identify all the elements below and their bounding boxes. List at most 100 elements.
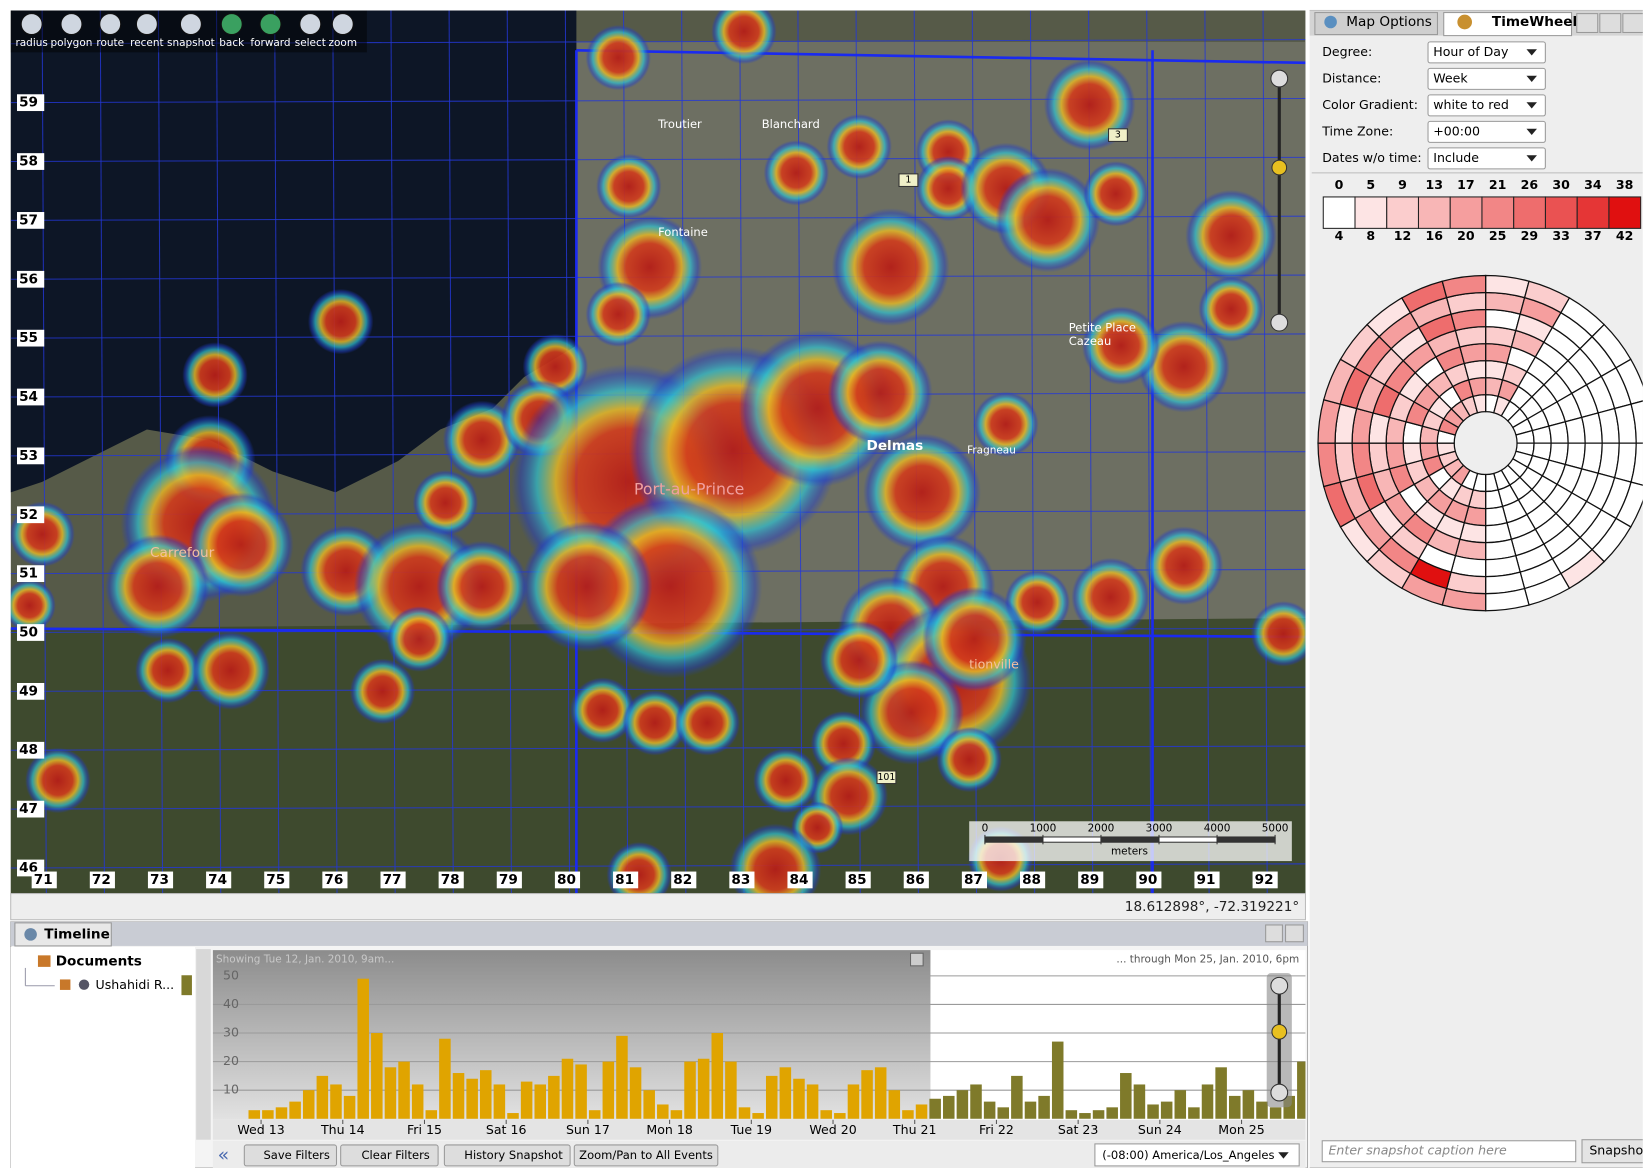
tool-label: select bbox=[295, 37, 326, 49]
zoom-out[interactable] bbox=[1270, 1083, 1289, 1102]
bar bbox=[834, 1113, 846, 1119]
zoom-thumb[interactable] bbox=[1271, 159, 1288, 176]
tool-icon[interactable] bbox=[331, 13, 354, 36]
timeline-button[interactable] bbox=[573, 1144, 719, 1167]
color-legend: 0 4 5 8 9 12 13 16 17 20 21 25 26 29 30 33 34 37 38 42 bbox=[1322, 177, 1642, 243]
grid-label-bg bbox=[496, 871, 522, 889]
tool-icon[interactable] bbox=[60, 13, 83, 36]
field-select[interactable] bbox=[1427, 41, 1546, 64]
zoom-in[interactable] bbox=[1270, 976, 1289, 995]
tool-icon[interactable] bbox=[220, 13, 243, 36]
grid-label-bg bbox=[554, 871, 581, 889]
heat-blob bbox=[349, 658, 416, 725]
tool-label: recent bbox=[130, 37, 163, 49]
map-view[interactable]: Troutier Blanchard Fontaine Petite PlaceCaz… bbox=[0, 0, 1325, 927]
grid-label: 55 bbox=[19, 330, 38, 346]
timeline-tab[interactable] bbox=[14, 922, 112, 947]
bar bbox=[384, 1067, 397, 1119]
place-label: Fontaine bbox=[658, 225, 708, 239]
tool-icon[interactable] bbox=[299, 13, 322, 36]
legend-min: 17 bbox=[1457, 177, 1474, 192]
panel-collapse[interactable] bbox=[1285, 924, 1304, 943]
tool-label: polygon bbox=[51, 37, 93, 49]
wheel-cell[interactable] bbox=[1441, 274, 1487, 299]
bar bbox=[398, 1061, 410, 1119]
grid-label: 81 bbox=[615, 872, 634, 888]
bar bbox=[874, 1067, 887, 1119]
field-select[interactable] bbox=[1427, 67, 1546, 90]
zoom-out[interactable] bbox=[1270, 313, 1289, 332]
bar bbox=[302, 1090, 315, 1119]
zoom-in[interactable] bbox=[1270, 69, 1289, 88]
grid-label-bg bbox=[671, 871, 697, 889]
tree-node[interactable]: Ushahidi R... bbox=[96, 977, 175, 992]
tab-scroll-left[interactable] bbox=[1576, 13, 1599, 33]
tool-icon[interactable] bbox=[259, 13, 282, 36]
heat-blob bbox=[386, 606, 452, 672]
timeline-button[interactable] bbox=[340, 1144, 439, 1167]
bar bbox=[1024, 1101, 1037, 1119]
caption-input[interactable] bbox=[1321, 1140, 1577, 1163]
scale-tick-label: 2000 bbox=[1088, 823, 1115, 835]
bar bbox=[711, 1033, 724, 1119]
wheel-cell[interactable] bbox=[1630, 442, 1643, 486]
field-select[interactable] bbox=[1427, 120, 1546, 143]
bar bbox=[1201, 1084, 1214, 1119]
wheel-cell[interactable] bbox=[1463, 359, 1487, 381]
zoom-thumb[interactable] bbox=[1271, 1023, 1288, 1040]
snapshot-button[interactable] bbox=[1581, 1139, 1643, 1164]
heat-blob bbox=[622, 690, 688, 756]
bar bbox=[793, 1078, 805, 1119]
bar bbox=[861, 1070, 873, 1119]
bar bbox=[697, 1058, 710, 1119]
tab[interactable] bbox=[1314, 12, 1438, 36]
tab-icon bbox=[1457, 14, 1473, 30]
timeline-button[interactable] bbox=[443, 1144, 571, 1167]
wheel-cell[interactable] bbox=[1485, 505, 1508, 527]
grid-label: 78 bbox=[441, 872, 460, 888]
tool-icon[interactable] bbox=[179, 13, 202, 36]
heat-blob bbox=[412, 470, 479, 536]
field-select[interactable] bbox=[1427, 94, 1546, 117]
tab-menu[interactable] bbox=[1622, 13, 1643, 33]
grid-line bbox=[390, 10, 396, 894]
grid-label: 52 bbox=[19, 507, 38, 523]
legend-max: 16 bbox=[1425, 228, 1443, 243]
tool-icon[interactable] bbox=[20, 13, 43, 36]
panel-menu[interactable] bbox=[1265, 924, 1283, 943]
tree-node[interactable]: Documents bbox=[56, 954, 142, 970]
timeline-panel: Timeline Documents Ushahidi R... Showing… bbox=[10, 921, 1309, 1168]
bar bbox=[806, 1084, 819, 1119]
wheel-cell[interactable] bbox=[1402, 442, 1424, 466]
range-start: Showing Tue 12, Jan. 2010, 9am... bbox=[216, 954, 394, 966]
timeline-button[interactable] bbox=[243, 1144, 338, 1167]
legend-max: 37 bbox=[1584, 228, 1601, 243]
tool-label: zoom bbox=[329, 37, 358, 49]
wheel-cell[interactable] bbox=[1548, 420, 1569, 444]
bar bbox=[738, 1107, 751, 1119]
clear-selection[interactable] bbox=[910, 952, 924, 967]
field-value: Include bbox=[1433, 150, 1479, 165]
grid-label-bg bbox=[206, 871, 232, 889]
bar bbox=[480, 1070, 492, 1119]
wheel-cell[interactable] bbox=[1615, 358, 1643, 405]
heat-blob bbox=[1081, 306, 1161, 385]
tool-icon[interactable] bbox=[135, 13, 158, 36]
tool-icon[interactable] bbox=[99, 13, 122, 36]
field-select[interactable] bbox=[1427, 147, 1546, 170]
timezone-select[interactable] bbox=[1094, 1143, 1300, 1167]
heat-blob bbox=[763, 140, 830, 206]
tab-active[interactable] bbox=[1443, 12, 1573, 37]
bar bbox=[1038, 1095, 1050, 1119]
bar bbox=[1297, 1061, 1306, 1119]
grid-label-bg bbox=[322, 871, 348, 889]
grid-label: 80 bbox=[557, 872, 576, 888]
collapse-arrow[interactable]: « bbox=[218, 1145, 230, 1166]
grid-label: 50 bbox=[19, 625, 38, 641]
tab-scroll-right[interactable] bbox=[1599, 13, 1622, 33]
grid-label: 58 bbox=[19, 154, 38, 170]
wheel-cell[interactable] bbox=[1630, 400, 1643, 444]
road-marker bbox=[1108, 128, 1128, 142]
legend-swatch bbox=[1576, 196, 1610, 229]
grid-label: 71 bbox=[34, 872, 53, 888]
